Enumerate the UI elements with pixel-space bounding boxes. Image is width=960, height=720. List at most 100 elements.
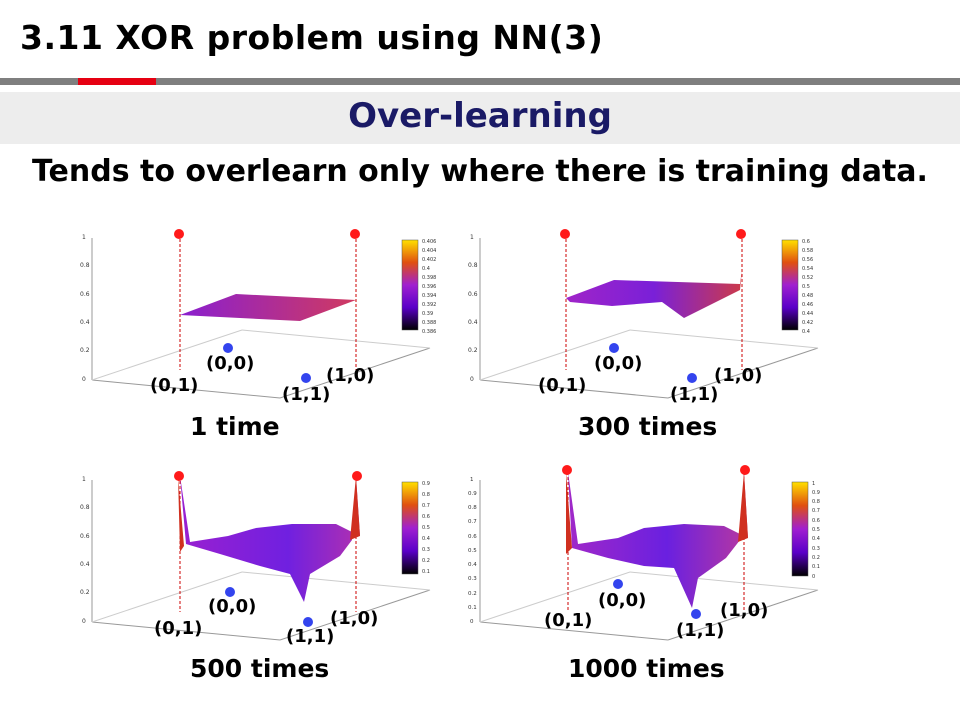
svg-text:0.404: 0.404	[422, 248, 436, 254]
point-label-01: (0,1)	[150, 375, 199, 396]
svg-text:0: 0	[82, 618, 86, 625]
point-label-10: (1,0)	[326, 365, 375, 386]
svg-text:0.46: 0.46	[802, 302, 813, 308]
target-point-class1	[350, 229, 360, 239]
point-label-11: (1,1)	[286, 626, 335, 647]
svg-text:0.4: 0.4	[422, 536, 430, 542]
point-label-00: (0,0)	[594, 353, 643, 374]
title-underline-accent	[78, 78, 156, 85]
svg-text:0.8: 0.8	[468, 505, 477, 511]
svg-text:0.4: 0.4	[468, 562, 477, 568]
svg-text:0.1: 0.1	[812, 564, 820, 570]
svg-text:0.396: 0.396	[422, 284, 436, 290]
svg-text:0.3: 0.3	[422, 547, 430, 553]
svg-text:0.5: 0.5	[812, 527, 820, 533]
svg-text:0.39: 0.39	[422, 311, 433, 317]
output-surface	[568, 472, 748, 608]
output-surface	[566, 270, 742, 318]
svg-text:0.406: 0.406	[422, 239, 436, 245]
colorbar	[791, 481, 809, 577]
point-label-11: (1,1)	[282, 384, 331, 405]
svg-text:0.6: 0.6	[468, 534, 477, 540]
svg-text:0.6: 0.6	[468, 291, 478, 298]
svg-text:1: 1	[82, 476, 86, 483]
colorbar	[401, 481, 419, 575]
svg-text:0.42: 0.42	[802, 320, 813, 326]
point-label-00: (0,0)	[206, 353, 255, 374]
svg-text:0.7: 0.7	[422, 503, 430, 509]
svg-text:0.2: 0.2	[468, 347, 478, 354]
z-tick-0.4: 0.4	[80, 319, 90, 326]
svg-text:0.6: 0.6	[812, 518, 820, 524]
svg-text:0.2: 0.2	[812, 555, 820, 561]
svg-text:0.48: 0.48	[802, 293, 813, 299]
svg-text:0.52: 0.52	[802, 275, 813, 281]
svg-text:0.2: 0.2	[80, 589, 90, 596]
output-surface	[180, 476, 360, 602]
surface-plot-4: 0 0.1 0.2 0.3 0.4 0.5 0.6 0.7 0.8 0.9 1 …	[468, 465, 820, 641]
point-label-00: (0,0)	[208, 596, 257, 617]
svg-text:0.1: 0.1	[422, 569, 430, 575]
svg-text:0.4: 0.4	[422, 266, 430, 272]
svg-text:0.4: 0.4	[802, 329, 810, 335]
svg-text:0.9: 0.9	[468, 491, 477, 497]
svg-text:0.2: 0.2	[468, 591, 477, 597]
point-label-10: (1,0)	[330, 608, 379, 629]
point-label-01: (0,1)	[154, 618, 203, 639]
target-point-class1	[174, 229, 184, 239]
section-band: Over-learning	[0, 92, 960, 144]
colorbar	[781, 239, 799, 331]
svg-text:0.44: 0.44	[802, 311, 813, 317]
point-label-10: (1,0)	[720, 600, 769, 621]
plot-panel-300-times: 0 0.2 0.4 0.6 0.8 1 0.6 0.58 0.56 0.54 0…	[448, 220, 848, 441]
svg-text:0.6: 0.6	[422, 514, 430, 520]
svg-text:0.388: 0.388	[422, 320, 436, 326]
svg-text:0.1: 0.1	[468, 605, 477, 611]
svg-text:0: 0	[470, 619, 474, 625]
plot-panel-1-time: 0 0.2 0.4 0.6 0.8 1 0.406 0.404 0.402 0.…	[60, 220, 460, 441]
point-label-11: (1,1)	[670, 384, 719, 405]
svg-text:0.2: 0.2	[422, 558, 430, 564]
x-axis	[91, 379, 281, 399]
surface-plot-3: 0 0.2 0.4 0.6 0.8 1 0.9 0.8 0.7 0.6 0.5 …	[80, 471, 431, 641]
svg-text:0.3: 0.3	[812, 546, 820, 552]
plot-caption: 1 time	[190, 412, 280, 441]
svg-text:0.5: 0.5	[468, 548, 477, 554]
point-label-01: (0,1)	[544, 610, 593, 631]
plot-caption: 1000 times	[568, 654, 725, 683]
svg-text:0.9: 0.9	[812, 490, 820, 496]
slide-title: 3.11 XOR problem using NN(3)	[20, 18, 604, 57]
svg-text:0.4: 0.4	[80, 561, 90, 568]
svg-text:0.402: 0.402	[422, 257, 436, 263]
svg-text:0.394: 0.394	[422, 293, 436, 299]
section-title: Over-learning	[348, 96, 612, 136]
svg-text:0.7: 0.7	[812, 508, 820, 514]
svg-text:0.386: 0.386	[422, 329, 436, 335]
point-label-01: (0,1)	[538, 375, 587, 396]
z-tick-0: 0	[82, 376, 86, 383]
svg-text:0.5: 0.5	[422, 525, 430, 531]
svg-text:0: 0	[470, 376, 474, 383]
plot-caption: 300 times	[578, 412, 718, 441]
svg-text:1: 1	[470, 234, 474, 241]
surface-plot-1: 0 0.2 0.4 0.6 0.8 1 0.406 0.404 0.402 0.…	[80, 229, 436, 399]
svg-text:0.58: 0.58	[802, 248, 813, 254]
y-axis	[279, 347, 431, 399]
svg-text:0.7: 0.7	[468, 519, 477, 525]
point-label-11: (1,1)	[676, 620, 725, 641]
svg-text:1: 1	[812, 481, 815, 487]
plot-caption: 500 times	[190, 654, 330, 683]
svg-text:0.6: 0.6	[802, 239, 810, 245]
svg-text:0.6: 0.6	[80, 533, 90, 540]
plot-panel-500-times: 0 0.2 0.4 0.6 0.8 1 0.9 0.8 0.7 0.6 0.5 …	[60, 462, 460, 683]
title-underline	[0, 78, 960, 85]
output-surface	[180, 294, 356, 321]
svg-text:0: 0	[812, 574, 815, 580]
svg-text:0.398: 0.398	[422, 275, 436, 281]
point-label-10: (1,0)	[714, 365, 763, 386]
svg-text:0.8: 0.8	[80, 504, 90, 511]
target-point-class0	[223, 343, 233, 353]
svg-text:1: 1	[470, 477, 474, 483]
svg-text:0.8: 0.8	[812, 499, 820, 505]
z-tick-0.2: 0.2	[80, 347, 90, 354]
